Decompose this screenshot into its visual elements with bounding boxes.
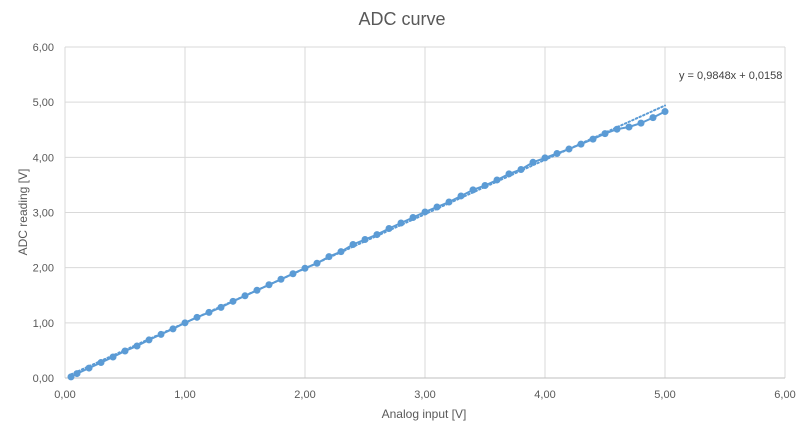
data-point (289, 270, 297, 278)
data-point (265, 281, 273, 289)
data-point (181, 319, 189, 327)
data-point (577, 140, 585, 148)
data-point (397, 219, 405, 227)
data-point (325, 253, 333, 261)
data-point (157, 330, 165, 338)
data-point (385, 224, 393, 232)
data-point (229, 297, 237, 305)
data-point (349, 240, 357, 248)
data-point (253, 286, 261, 294)
trendline-equation: y = 0,9848x + 0,0158 (679, 70, 782, 82)
data-point (529, 158, 537, 166)
data-point (73, 370, 81, 378)
data-point (649, 114, 657, 122)
x-tick-label: 4,00 (534, 389, 555, 401)
data-point (217, 303, 225, 311)
chart-title: ADC curve (358, 9, 445, 29)
data-point (301, 264, 309, 272)
data-point (241, 292, 249, 300)
y-tick-label: 6,00 (33, 42, 54, 54)
data-point (109, 353, 117, 361)
data-point (505, 170, 513, 178)
data-point (601, 130, 609, 138)
data-point (565, 145, 573, 153)
data-point (493, 176, 501, 184)
data-point (169, 325, 177, 333)
data-point (97, 359, 105, 367)
data-point (85, 364, 93, 372)
data-point (541, 154, 549, 162)
data-point (121, 347, 129, 355)
data-point (313, 259, 321, 267)
data-point (337, 248, 345, 256)
data-point (457, 192, 465, 200)
data-point (589, 135, 597, 143)
x-tick-label: 1,00 (174, 389, 195, 401)
x-tick-label: 3,00 (414, 389, 435, 401)
data-point (637, 119, 645, 127)
data-point (205, 308, 213, 316)
y-tick-labels: 0,00 1,00 2,00 3,00 4,00 5,00 6,00 (33, 42, 54, 385)
data-point (421, 208, 429, 216)
data-point (445, 198, 453, 206)
data-point (67, 373, 75, 381)
data-point (553, 149, 561, 157)
y-tick-label: 5,00 (33, 97, 54, 109)
x-axis-title: Analog input [V] (382, 407, 467, 421)
data-series (67, 108, 669, 381)
data-point (613, 125, 621, 133)
y-tick-label: 2,00 (33, 263, 54, 275)
data-point (133, 342, 141, 350)
x-tick-label: 6,00 (774, 389, 795, 401)
y-tick-label: 1,00 (33, 318, 54, 330)
y-axis-title: ADC reading [V] (16, 169, 30, 256)
y-tick-label: 0,00 (33, 373, 54, 385)
data-point (373, 231, 381, 239)
data-point (661, 108, 669, 116)
data-point (409, 213, 417, 221)
x-tick-label: 2,00 (294, 389, 315, 401)
data-point (625, 123, 633, 131)
data-point (361, 236, 369, 244)
data-point (145, 336, 153, 344)
x-tick-label: 5,00 (654, 389, 675, 401)
x-tick-labels: 0,00 1,00 2,00 3,00 4,00 5,00 6,00 (54, 389, 795, 401)
data-point (433, 203, 441, 211)
x-tick-label: 0,00 (54, 389, 75, 401)
data-point (277, 275, 285, 283)
y-tick-label: 4,00 (33, 152, 54, 164)
gridlines (64, 46, 786, 379)
data-point (481, 181, 489, 189)
data-point (193, 313, 201, 321)
data-point (517, 165, 525, 173)
data-point (469, 186, 477, 194)
y-tick-label: 3,00 (33, 208, 54, 220)
